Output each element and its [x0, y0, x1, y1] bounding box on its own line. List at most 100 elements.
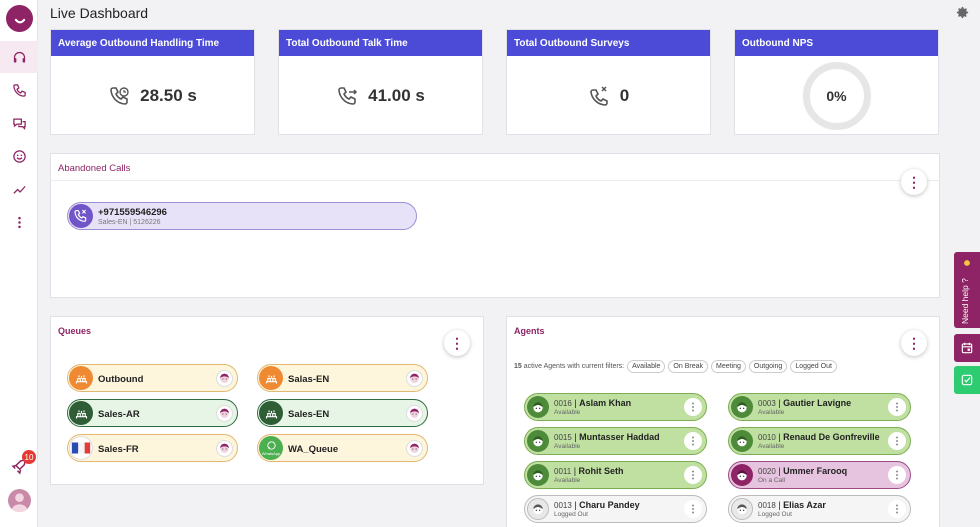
more-vertical-icon	[17, 216, 21, 228]
panel-title: Agents	[514, 326, 545, 336]
queue-label: Outbound	[98, 374, 144, 385]
queue-item-sales-en[interactable]: Sales-EN	[257, 399, 428, 427]
tasks-tab[interactable]	[954, 366, 980, 394]
agent-status: Available	[554, 409, 581, 416]
agent-card[interactable]: 0010 | Renaud De Gonfreville Available ⋮	[728, 427, 911, 455]
page-title: Live Dashboard	[50, 5, 149, 21]
gear-icon[interactable]	[955, 5, 970, 20]
queue-item-wa-queue[interactable]: WhatsApp WA_Queue	[257, 434, 428, 462]
agent-ext: 0003	[758, 399, 776, 408]
queue-label: Sales-AR	[98, 409, 140, 420]
agent-face-icon	[527, 498, 549, 520]
queue-item-sales-fr[interactable]: Sales-FR	[67, 434, 238, 462]
stat-label: Outbound NPS	[735, 30, 938, 56]
logo-smile-icon	[14, 18, 25, 23]
agent-menu-button[interactable]: ⋮	[684, 398, 702, 416]
agent-menu-button[interactable]: ⋮	[684, 432, 702, 450]
sidebar-item-calls[interactable]	[0, 74, 38, 106]
abandoned-calls-panel: Abandoned Calls ⋮ +971559546296 Sales-EN…	[50, 153, 940, 298]
agent-menu-button[interactable]: ⋮	[684, 500, 702, 518]
agent-menu-button[interactable]: ⋮	[888, 500, 906, 518]
stat-value: 0%	[826, 88, 847, 104]
hand-wave-icon	[964, 260, 970, 266]
sidebar-item-feedback[interactable]	[0, 140, 38, 172]
agent-card[interactable]: 0020 | Ummer Farooq On a Call ⋮	[728, 461, 911, 489]
stat-card-avg-handling: Average Outbound Handling Time 28.50 s	[50, 29, 255, 135]
agents-count: 15	[514, 363, 522, 370]
agent-face-icon	[216, 405, 233, 422]
agent-face-icon	[527, 464, 549, 486]
abandoned-menu-button[interactable]: ⋮	[901, 169, 927, 195]
france-flag-icon	[69, 436, 93, 460]
header: Live Dashboard	[38, 0, 980, 25]
smiley-icon	[12, 149, 26, 163]
queue-label: WA_Queue	[288, 444, 339, 455]
agent-status: Logged Out	[554, 511, 588, 518]
stat-value: 41.00 s	[368, 86, 425, 105]
sidebar: 10	[0, 0, 38, 527]
agents-filter-summary: 15 active Agents with current filters: A…	[514, 360, 837, 373]
queue-group-icon	[259, 401, 283, 425]
agent-menu-button[interactable]: ⋮	[888, 398, 906, 416]
stat-value: 0	[619, 86, 630, 105]
app-logo[interactable]	[6, 5, 33, 32]
chat-icon	[12, 118, 26, 130]
filter-chip-logged-out[interactable]: Logged Out	[790, 360, 837, 373]
agent-status: Logged Out	[758, 511, 792, 518]
queue-label: Sales-FR	[98, 444, 139, 455]
agent-face-icon	[406, 440, 423, 457]
queue-item-sales-ar[interactable]: Sales-AR	[67, 399, 238, 427]
nps-ring-gauge: 0%	[802, 62, 871, 130]
trend-icon	[12, 185, 26, 194]
queue-group-icon	[69, 366, 93, 390]
missed-call-icon	[69, 204, 93, 228]
agent-menu-button[interactable]: ⋮	[888, 466, 906, 484]
sidebar-item-more[interactable]	[0, 206, 38, 238]
need-help-label: Need help ?	[960, 278, 970, 324]
agent-menu-button[interactable]: ⋮	[684, 466, 702, 484]
agent-card[interactable]: 0003 | Gautier Lavigne Available ⋮	[728, 393, 911, 421]
stat-label: Total Outbound Talk Time	[279, 30, 482, 56]
agent-face-icon	[216, 440, 233, 457]
queue-item-outbound[interactable]: Outbound	[67, 364, 238, 392]
abandoned-call-item[interactable]: +971559546296 Sales-EN | 5126226	[67, 202, 417, 230]
panel-title: Queues	[58, 326, 92, 336]
agent-card[interactable]: 0011 | Rohit Seth Available ⋮	[524, 461, 707, 489]
agent-card[interactable]: 0018 | Elias Azar Logged Out ⋮	[728, 495, 911, 523]
agent-card[interactable]: 0013 | Charu Pandey Logged Out ⋮	[524, 495, 707, 523]
agent-status: Available	[554, 443, 581, 450]
sidebar-item-reports[interactable]	[0, 173, 38, 205]
agent-name: Elias Azar	[783, 500, 826, 510]
agent-status: Available	[758, 443, 785, 450]
queue-label: Salas-EN	[288, 374, 330, 385]
agent-menu-button[interactable]: ⋮	[888, 432, 906, 450]
queues-menu-button[interactable]: ⋮	[444, 330, 470, 356]
filter-chip-meeting[interactable]: Meeting	[711, 360, 746, 373]
stat-card-surveys: Total Outbound Surveys 0	[506, 29, 711, 135]
stat-card-talk-time: Total Outbound Talk Time 41.00 s	[278, 29, 483, 135]
whatsapp-icon: WhatsApp	[259, 436, 283, 460]
agent-face-icon	[527, 396, 549, 418]
queue-item-salas-en[interactable]: Salas-EN	[257, 364, 428, 392]
agent-face-icon	[731, 498, 753, 520]
agents-menu-button[interactable]: ⋮	[901, 330, 927, 356]
agent-face-icon	[731, 464, 753, 486]
phone-survey-icon	[589, 86, 608, 106]
sidebar-item-chats[interactable]	[0, 107, 38, 139]
stat-label: Average Outbound Handling Time	[51, 30, 254, 56]
agent-name: Aslam Khan	[579, 398, 632, 408]
agent-card[interactable]: 0015 | Muntasser Haddad Available ⋮	[524, 427, 707, 455]
filter-chip-on-break[interactable]: On Break	[668, 360, 708, 373]
agents-panel: Agents ⋮ 15 active Agents with current f…	[506, 316, 940, 527]
stat-card-nps: Outbound NPS 0%	[734, 29, 939, 135]
calendar-tab[interactable]	[954, 334, 980, 362]
agent-ext: 0016	[554, 399, 572, 408]
agent-face-icon	[216, 370, 233, 387]
agent-status: On a Call	[758, 477, 786, 484]
agent-card[interactable]: 0016 | Aslam Khan Available ⋮	[524, 393, 707, 421]
sidebar-item-live[interactable]	[0, 41, 38, 73]
user-avatar[interactable]	[8, 489, 31, 512]
filter-chip-outgoing[interactable]: Outgoing	[748, 360, 788, 373]
filter-chip-available[interactable]: Available	[627, 360, 666, 373]
need-help-tab[interactable]: Need help ?	[954, 252, 980, 328]
